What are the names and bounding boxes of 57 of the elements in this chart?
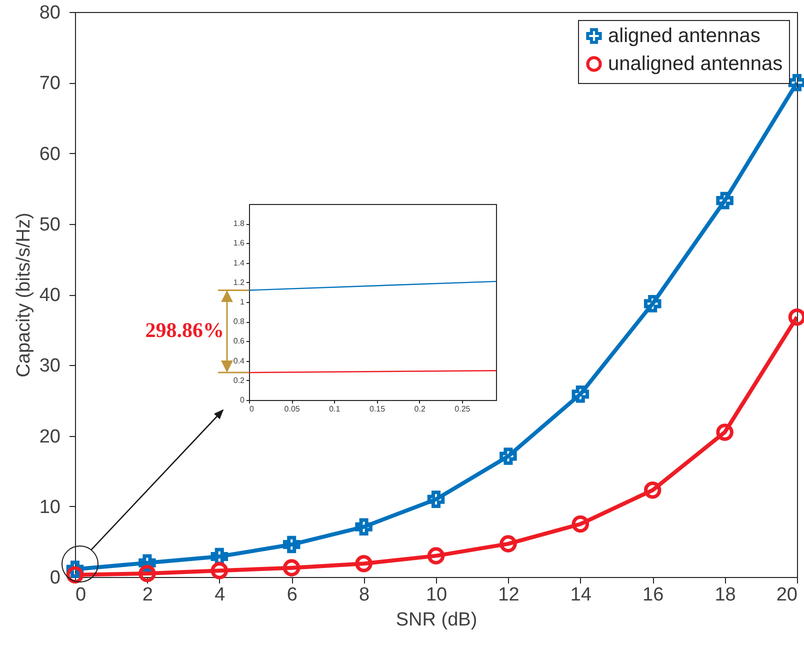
- x-tick-label: 0.25: [454, 404, 471, 414]
- x-tick-label: 16: [642, 584, 664, 606]
- x-tick-label: 8: [359, 584, 370, 606]
- y-tick-label: 1.8: [233, 219, 246, 228]
- legend-label: aligned antennas: [608, 25, 760, 47]
- point: [500, 448, 517, 465]
- point: [355, 554, 372, 572]
- point: [572, 515, 590, 533]
- x-tick-label: 10: [426, 584, 448, 606]
- point: [716, 192, 734, 210]
- y-tick-label: 40: [39, 285, 60, 306]
- x-tick-label: 20: [776, 584, 798, 606]
- x-tick-label: 12: [498, 584, 520, 606]
- x-tick-label: 2: [142, 584, 153, 606]
- y-tick-label: 30: [39, 356, 60, 377]
- y-tick-label: 60: [39, 144, 60, 165]
- y-tick-label: 0.4: [233, 356, 246, 366]
- y-tick-label: 0.8: [233, 317, 246, 326]
- x-tick-label: 0.1: [329, 404, 341, 414]
- point: [427, 547, 445, 564]
- y-tick-label: 80: [39, 2, 60, 24]
- legend-label: unaligned antennas: [608, 53, 783, 75]
- x-tick-label: 0.15: [369, 404, 386, 414]
- point: [644, 295, 662, 312]
- x-tick-label: 6: [286, 584, 298, 606]
- y-tick-label: 50: [39, 214, 60, 236]
- point: [500, 535, 517, 552]
- y-tick-label: 1: [240, 298, 246, 306]
- point: [716, 424, 734, 441]
- x-tick-label: 0: [76, 584, 86, 606]
- y-tick-label: 20: [39, 426, 60, 448]
- x-tick-label: 14: [570, 584, 592, 606]
- point: [210, 562, 228, 580]
- y-tick-label: 10: [39, 496, 60, 518]
- y-tick-label: 0: [240, 396, 246, 404]
- x-axis-title: SNR (dB): [396, 610, 478, 630]
- point: [644, 482, 662, 499]
- x-tick-label: 0: [250, 404, 254, 414]
- point: [138, 564, 156, 582]
- point: [282, 559, 300, 576]
- y-tick-label: 0.2: [233, 376, 246, 385]
- x-tick-label: 0.05: [284, 404, 300, 414]
- x-tick-label: 4: [214, 584, 226, 606]
- point: [282, 536, 300, 554]
- y-tick-label: 0.6: [233, 336, 246, 346]
- annotation: 298.86%: [145, 318, 224, 344]
- point: [572, 385, 590, 403]
- y-tick-label: 70: [39, 73, 60, 94]
- point: [355, 518, 372, 536]
- x-tick-label: 18: [714, 584, 736, 606]
- y-tick-label: 1.6: [233, 238, 246, 248]
- y-tick-label: 1.4: [233, 258, 246, 268]
- point: [427, 490, 445, 508]
- x-tick-label: 0.2: [414, 404, 426, 414]
- y-axis-title: Capacity (bits/s/Hz): [13, 212, 34, 378]
- y-tick-label: 1.2: [233, 278, 246, 287]
- y-tick-label: 0: [50, 568, 60, 588]
